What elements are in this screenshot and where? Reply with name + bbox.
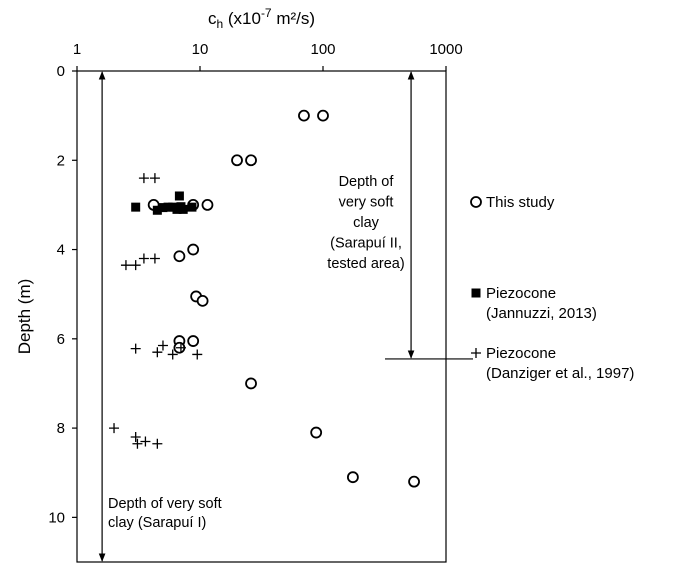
y-tick-label: 10 [48,509,65,526]
series-2-point [130,260,141,271]
y-axis-title: Depth (m) [15,279,34,355]
x-tick-label: 1000 [429,41,462,58]
plot-frame [76,70,447,563]
legend-label: Piezocone [486,345,556,362]
series-0-point [298,109,310,122]
series-0-point [173,250,186,263]
legend-marker-1 [471,288,481,298]
series-0-point [310,426,323,439]
series-0-point [187,335,200,347]
annotation-text-sarapui-1: clay (Sarapuí I) [108,515,206,531]
series-0-point [346,471,359,484]
x-tick-label: 10 [192,41,209,58]
y-tick-label: 0 [57,63,65,80]
series-2-point [140,436,151,447]
legend-marker-0 [470,196,482,208]
series-2-point [152,347,163,358]
y-tick-label: 8 [57,420,65,437]
series-2-point [120,260,131,271]
series-1-point [187,202,197,212]
annotation-text-sarapui-2: very soft [339,195,394,211]
x-tick-label: 100 [310,41,335,58]
annotation-text-sarapui-2: clay [353,215,380,231]
x-tick-label: 1 [73,41,81,58]
legend-label: This study [486,194,555,211]
series-0-point [231,154,243,167]
series-2-point [130,343,141,354]
series-1-point [152,205,162,215]
series-2-point [132,438,143,449]
series-1-point [178,204,188,214]
series-0-point [245,154,257,167]
annotation-text-sarapui-1: Depth of very soft [108,496,222,512]
legend-label-ref: (Danziger et al., 1997) [486,365,634,382]
data-marks [109,109,420,488]
legend-marker-2 [471,348,481,358]
series-0-point [408,475,420,488]
annotations: Depth of very soft clay (Sarapuí I) Depth … [98,71,473,562]
y-tick-label: 4 [57,242,65,259]
annotation-text-sarapui-2: tested area) [327,256,404,272]
series-1-point [163,202,173,212]
series-1-point [131,202,141,212]
legend-label: Piezocone [486,285,556,302]
y-tick-label: 6 [57,331,65,348]
series-1-point [158,203,168,213]
annotation-text-sarapui-2: Depth of [339,174,395,190]
series-0-point [317,109,329,122]
legend: This study Piezocone (Jannuzzi, 2013) Piezo… [470,194,634,382]
legend-label-ref: (Jannuzzi, 2013) [486,305,597,322]
series-2-point [167,349,178,360]
series-2-point [192,349,203,360]
series-2-point [130,432,141,443]
y-tick-label: 2 [57,152,65,169]
series-0-point [187,243,200,256]
x-axis-title: ch (x10-7 m²/s) [208,6,315,31]
series-2-point [138,173,149,184]
series-1-point [174,191,184,201]
series-2-point [175,342,186,353]
series-2-point [138,253,149,264]
series-2-point [109,423,120,434]
series-0-point [245,377,257,390]
series-2-point [149,173,160,184]
series-2-point [157,340,168,351]
annotation-text-sarapui-2: (Sarapuí II, [330,236,402,252]
series-2-point [149,253,160,264]
axes: 1 10 100 1000 0 2 4 6 8 10 ch (x10-7 m²/s) Depth (m… [15,6,463,563]
series-2-point [152,438,163,449]
series-0-point [196,294,209,307]
series-0-point [201,199,214,211]
